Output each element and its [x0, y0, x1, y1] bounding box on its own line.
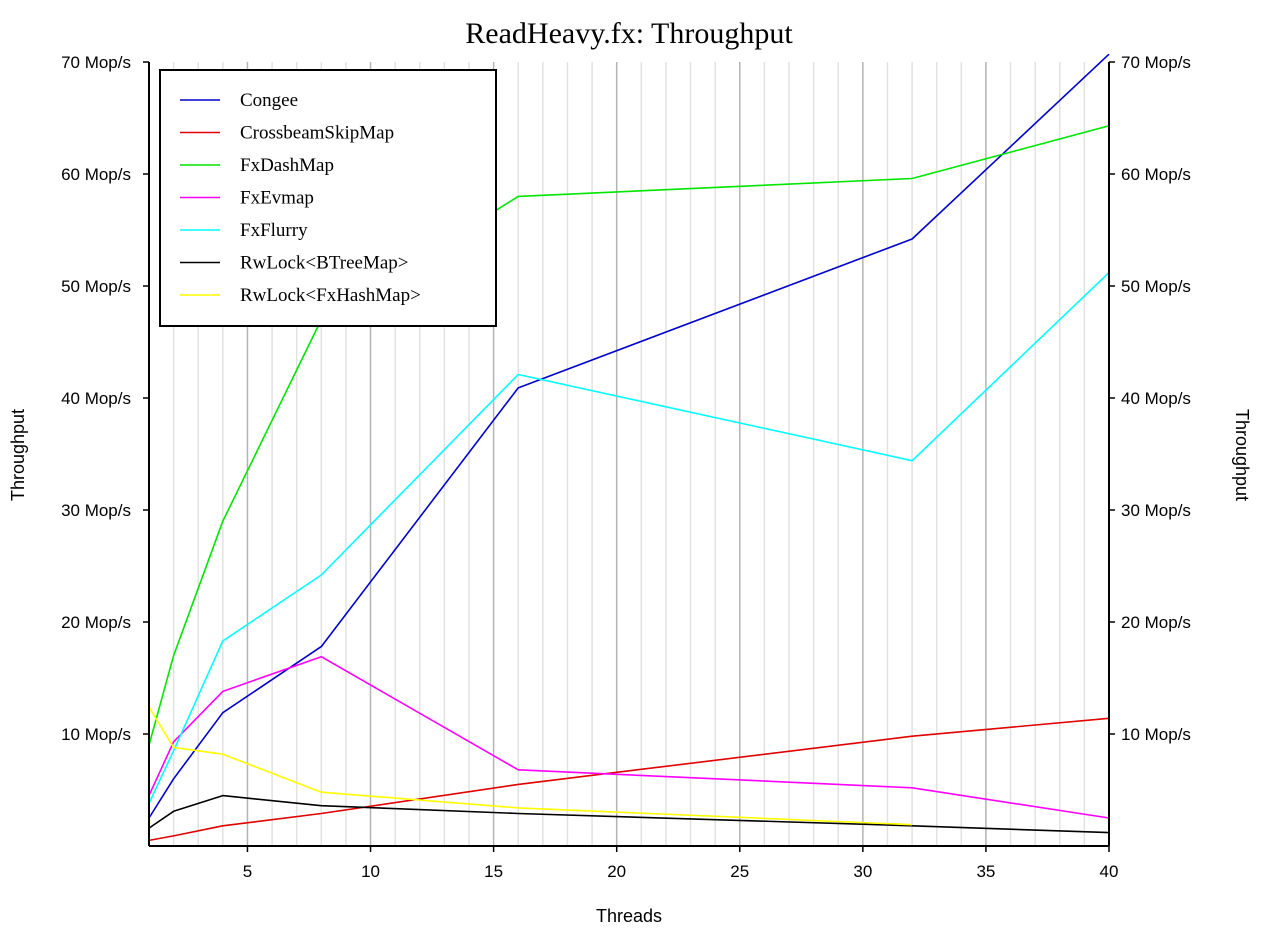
- series-lines: [148, 53, 1110, 842]
- y-tick-label-left: 60 Mop/s: [61, 165, 131, 184]
- x-tick-label: 15: [484, 862, 503, 881]
- series-line-fxevmap: [148, 655, 1110, 819]
- x-tick-label: 5: [243, 862, 252, 881]
- series-line-congee: [148, 53, 1110, 819]
- series-line-rwlock-fxhashmap: [148, 706, 913, 826]
- series-line-fxflurry: [148, 272, 1110, 804]
- y-axis-label-left: Throughput: [8, 409, 28, 501]
- legend-label: RwLock<FxHashMap>: [240, 285, 421, 306]
- y-tick-label-left: 70 Mop/s: [61, 53, 131, 72]
- chart-title: ReadHeavy.fx: Throughput: [465, 17, 793, 50]
- y-tick-label-right: 70 Mop/s: [1121, 53, 1191, 72]
- x-tick-label: 10: [361, 862, 380, 881]
- y-tick-label-left: 10 Mop/s: [61, 725, 131, 744]
- tick-labels: 5 10 15 20 25 30 35 40 10 Mop/s 10 Mop/s 20 Mop/s 2…: [61, 53, 1191, 881]
- legend-label: FxDashMap: [240, 155, 334, 176]
- y-tick-label-right: 10 Mop/s: [1121, 725, 1191, 744]
- legend-label: RwLock<BTreeMap>: [240, 253, 409, 274]
- legend: Congee CrossbeamSkipMap FxDashMap FxEvmap Fx…: [159, 69, 497, 327]
- y-tick-label-left: 20 Mop/s: [61, 613, 131, 632]
- y-tick-label-left: 40 Mop/s: [61, 389, 131, 408]
- y-tick-label-left: 50 Mop/s: [61, 277, 131, 296]
- x-tick-label: 35: [976, 862, 995, 881]
- y-tick-label-right: 40 Mop/s: [1121, 389, 1191, 408]
- series-line-crossbeamskipmap: [148, 717, 1110, 842]
- y-tick-label-right: 50 Mop/s: [1121, 277, 1191, 296]
- legend-label: CrossbeamSkipMap: [240, 123, 394, 144]
- y-tick-label-right: 30 Mop/s: [1121, 501, 1191, 520]
- y-tick-label-left: 30 Mop/s: [61, 501, 131, 520]
- x-tick-label: 20: [607, 862, 626, 881]
- legend-label: FxEvmap: [240, 188, 314, 209]
- legend-label: FxFlurry: [240, 220, 308, 241]
- x-tick-label: 25: [730, 862, 749, 881]
- y-axis-label-right: Throughput: [1232, 409, 1252, 501]
- x-axis-label: Threads: [596, 906, 662, 926]
- axes: [143, 61, 1115, 852]
- x-tick-label: 30: [853, 862, 872, 881]
- series-line-rwlock-btreemap: [148, 794, 1110, 834]
- y-tick-label-right: 60 Mop/s: [1121, 165, 1191, 184]
- y-tick-label-right: 20 Mop/s: [1121, 613, 1191, 632]
- x-tick-label: 40: [1100, 862, 1119, 881]
- legend-label: Congee: [240, 90, 298, 111]
